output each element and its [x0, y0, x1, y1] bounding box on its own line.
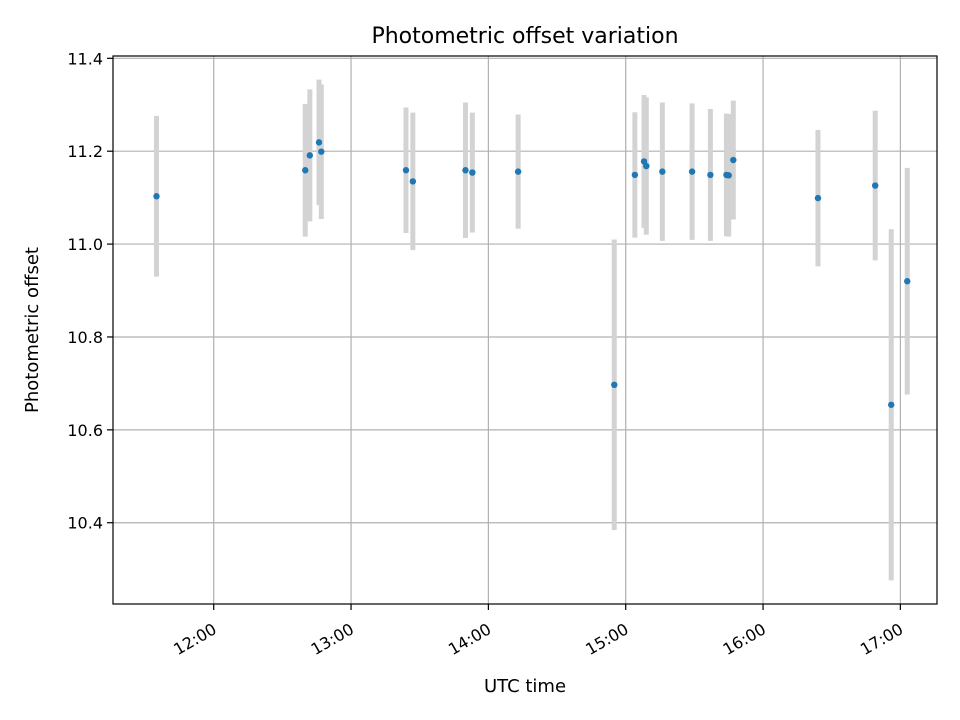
data-point	[306, 152, 314, 159]
plot-frame	[112, 55, 938, 605]
y-axis: 10.4 10.6 10.8 11.0 11.2 11.4	[67, 49, 113, 533]
data-point	[688, 168, 696, 175]
data-point	[725, 172, 732, 179]
y-tick-label: 10.4	[67, 514, 103, 533]
data-point	[302, 167, 309, 174]
data-point	[153, 193, 160, 200]
plot-area	[113, 56, 937, 604]
data-point	[814, 194, 822, 202]
data-points	[153, 139, 911, 408]
data-point	[318, 148, 325, 155]
x-axis-label: UTC time	[484, 676, 566, 697]
data-point	[402, 167, 410, 174]
data-point	[659, 168, 666, 175]
data-point	[315, 139, 323, 146]
data-point	[643, 162, 650, 170]
y-axis-label: Photometric offset	[22, 247, 43, 413]
data-point	[469, 169, 476, 176]
data-point	[888, 401, 895, 408]
y-tick-label: 11.4	[67, 49, 103, 68]
y-tick-label: 10.8	[67, 328, 103, 347]
data-point	[514, 168, 522, 175]
data-point	[730, 156, 737, 164]
data-point	[904, 278, 911, 285]
chart-title: Photometric offset variation	[371, 24, 678, 49]
data-point	[872, 182, 879, 189]
data-point	[462, 167, 469, 174]
y-tick-label: 11.2	[67, 142, 103, 161]
y-tick-label: 11.0	[67, 235, 103, 254]
data-point	[631, 171, 639, 179]
data-point	[707, 171, 714, 179]
data-point	[409, 178, 417, 185]
grid	[113, 56, 937, 604]
data-point	[611, 381, 618, 388]
y-tick-label: 10.6	[67, 421, 103, 440]
